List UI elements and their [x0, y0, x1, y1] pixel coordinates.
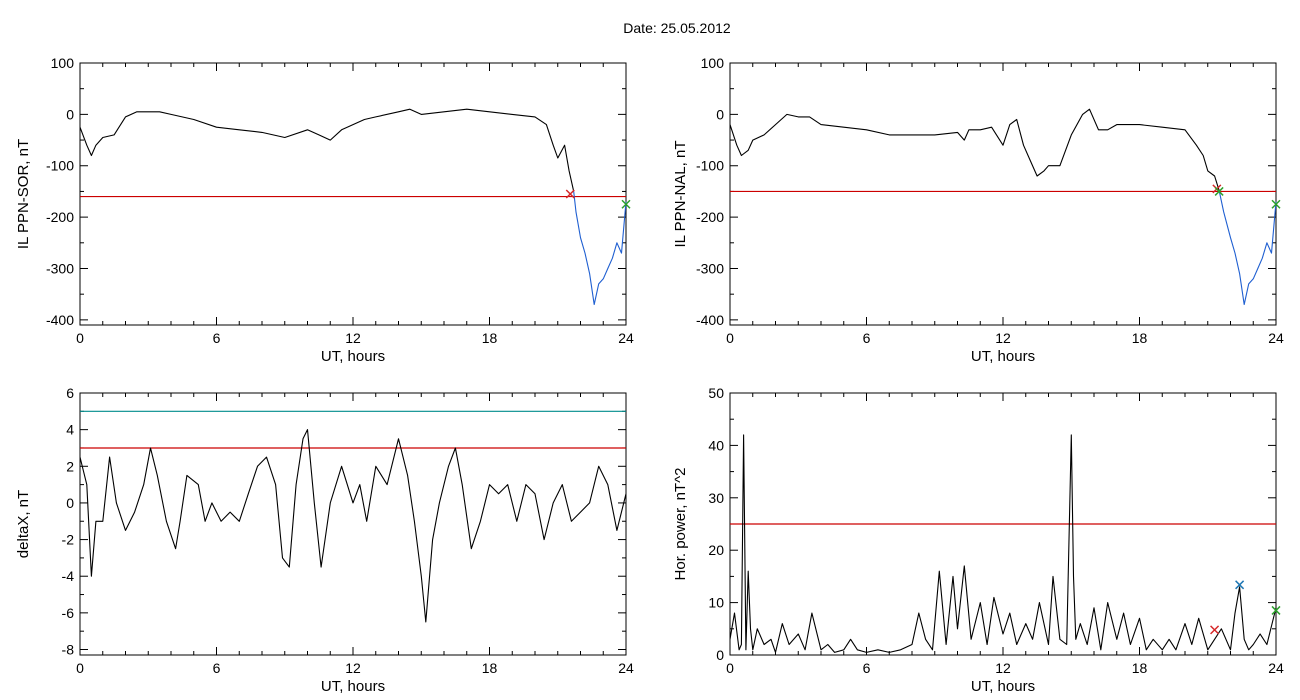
x-tick-label: 0	[726, 660, 734, 676]
x-tick-label: 18	[1132, 330, 1148, 346]
data-series-line	[729, 108, 1220, 191]
y-tick-label: 6	[66, 385, 74, 401]
x-tick-label: 12	[995, 660, 1011, 676]
event-marker	[1214, 186, 1224, 196]
x-tick-label: 0	[726, 330, 734, 346]
x-tick-label: 24	[618, 660, 634, 676]
x-tick-label: 18	[1132, 660, 1148, 676]
x-axis-label: UT, hours	[321, 348, 385, 365]
y-tick-label: 20	[708, 542, 724, 558]
y-tick-label: 0	[66, 106, 74, 122]
y-tick-label: 100	[701, 55, 725, 71]
y-tick-label: 0	[716, 106, 724, 122]
y-tick-label: -200	[696, 209, 724, 225]
x-axis-label: UT, hours	[971, 678, 1035, 695]
data-series-line	[79, 429, 627, 623]
x-tick-label: 18	[482, 330, 498, 346]
figure-title: Date: 25.05.2012	[623, 20, 731, 36]
y-axis-label: IL PPN-NAL, nT	[672, 141, 689, 248]
x-tick-label: 0	[76, 660, 84, 676]
x-tick-label: 12	[995, 330, 1011, 346]
y-tick-label: 50	[708, 385, 724, 401]
event-marker	[621, 199, 631, 209]
plot-frame	[79, 392, 627, 656]
x-axis-label: UT, hours	[321, 678, 385, 695]
y-tick-label: -100	[46, 158, 74, 174]
x-tick-label: 0	[76, 330, 84, 346]
y-tick-label: -400	[696, 312, 724, 328]
y-axis-label: deltaX, nT	[15, 490, 32, 558]
y-tick-label: -100	[696, 158, 724, 174]
x-tick-label: 24	[618, 330, 634, 346]
y-tick-label: -400	[46, 312, 74, 328]
y-tick-label: -300	[46, 260, 74, 276]
y-tick-label: 30	[708, 490, 724, 506]
event-marker	[565, 189, 575, 199]
data-series-line	[1218, 190, 1277, 306]
data-series-line	[79, 108, 575, 192]
plot-frame	[729, 62, 1277, 326]
y-tick-label: -300	[696, 260, 724, 276]
y-tick-label: 40	[708, 437, 724, 453]
event-marker	[1271, 199, 1281, 209]
y-tick-label: 0	[66, 495, 74, 511]
y-tick-label: 100	[51, 55, 75, 71]
plot-frame	[79, 62, 627, 326]
event-marker	[1210, 625, 1220, 635]
x-tick-label: 24	[1268, 660, 1284, 676]
y-axis-label: Hor. power, nT^2	[672, 468, 689, 581]
x-tick-label: 12	[345, 660, 361, 676]
x-tick-label: 6	[213, 660, 221, 676]
event-marker	[1235, 580, 1245, 590]
y-tick-label: -200	[46, 209, 74, 225]
x-tick-label: 12	[345, 330, 361, 346]
x-tick-label: 6	[863, 660, 871, 676]
data-series-line	[729, 434, 1277, 653]
y-tick-label: -4	[62, 568, 75, 584]
y-tick-label: 2	[66, 458, 74, 474]
x-tick-label: 6	[213, 330, 221, 346]
x-tick-label: 18	[482, 660, 498, 676]
y-tick-label: 0	[716, 647, 724, 663]
data-series-line	[573, 191, 627, 306]
y-tick-label: -6	[62, 605, 75, 621]
y-tick-label: 4	[66, 422, 74, 438]
x-tick-label: 24	[1268, 330, 1284, 346]
event-marker	[1271, 605, 1281, 615]
y-tick-label: -2	[62, 532, 75, 548]
y-axis-label: IL PPN-SOR, nT	[15, 139, 32, 249]
y-tick-label: -8	[62, 642, 75, 658]
x-tick-label: 6	[863, 330, 871, 346]
y-tick-label: 10	[708, 595, 724, 611]
x-axis-label: UT, hours	[971, 348, 1035, 365]
